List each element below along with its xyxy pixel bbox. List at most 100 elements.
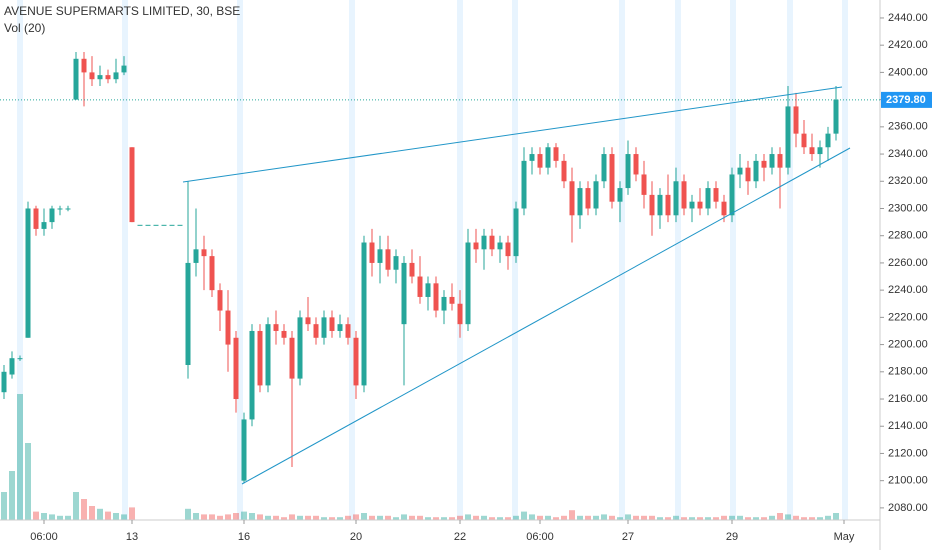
candle-body bbox=[465, 242, 471, 325]
candle-body bbox=[33, 208, 39, 229]
y-tick-label: 2080.00 bbox=[888, 502, 928, 514]
candle-body bbox=[185, 262, 191, 365]
y-tick-label: 2360.00 bbox=[888, 121, 928, 133]
candle-body bbox=[825, 133, 831, 148]
volume-bar bbox=[825, 515, 831, 520]
candle-body bbox=[257, 330, 263, 386]
candle-body bbox=[665, 194, 671, 216]
candle-body bbox=[505, 242, 511, 257]
candle-body bbox=[313, 324, 319, 338]
last-price-box bbox=[881, 91, 932, 108]
candle-body bbox=[785, 106, 791, 168]
candle-body bbox=[369, 242, 375, 263]
candle-body bbox=[65, 208, 71, 210]
volume-bar bbox=[1, 492, 7, 520]
volume-bar bbox=[449, 517, 455, 520]
volume-bar bbox=[585, 515, 591, 520]
volume-bar bbox=[713, 517, 719, 520]
candle-body bbox=[601, 154, 607, 182]
x-tick-label: 13 bbox=[126, 531, 138, 543]
volume-bar bbox=[289, 514, 295, 520]
y-tick-label: 2200.00 bbox=[888, 338, 928, 350]
volume-bar bbox=[777, 513, 783, 520]
candle-body bbox=[129, 147, 135, 223]
y-tick-label: 2300.00 bbox=[888, 202, 928, 214]
volume-bar bbox=[57, 515, 63, 520]
volume-bar bbox=[673, 515, 679, 520]
candle-body bbox=[225, 310, 231, 345]
y-tick-label: 2400.00 bbox=[888, 66, 928, 78]
volume-bar bbox=[681, 517, 687, 520]
volume-bar bbox=[705, 517, 711, 520]
candle-body bbox=[729, 174, 735, 216]
volume-bar bbox=[617, 517, 623, 520]
volume-bar bbox=[497, 517, 503, 520]
volume-bar bbox=[817, 517, 823, 520]
volume-bar bbox=[577, 515, 583, 520]
candle-body bbox=[145, 224, 151, 226]
candle-body bbox=[137, 224, 143, 226]
volume-bar bbox=[201, 514, 207, 520]
candle-body bbox=[441, 296, 447, 311]
candle-body bbox=[241, 419, 247, 481]
candle-body bbox=[361, 242, 367, 386]
candle-body bbox=[817, 147, 823, 155]
volume-bar bbox=[833, 513, 839, 520]
volume-bar bbox=[225, 514, 231, 520]
y-tick-label: 2140.00 bbox=[888, 420, 928, 432]
candle-body bbox=[713, 188, 719, 202]
volume-bar bbox=[569, 510, 575, 520]
candle-body bbox=[169, 224, 175, 226]
volume-bar bbox=[529, 514, 535, 520]
volume-bar bbox=[561, 515, 567, 520]
candle-body bbox=[89, 72, 95, 80]
volume-bar bbox=[465, 514, 471, 520]
volume-bar bbox=[657, 517, 663, 520]
candle-body bbox=[561, 160, 567, 182]
candle-body bbox=[305, 317, 311, 325]
candle-body bbox=[329, 317, 335, 331]
volume-bar bbox=[665, 517, 671, 520]
candle-body bbox=[17, 358, 23, 360]
candle-body bbox=[401, 262, 407, 325]
volume-bar bbox=[49, 514, 55, 520]
volume-bar bbox=[737, 515, 743, 520]
volume-bar bbox=[25, 443, 31, 520]
candle-body bbox=[57, 208, 63, 210]
candle-body bbox=[473, 242, 479, 250]
candle-body bbox=[481, 235, 487, 250]
volume-bar bbox=[297, 515, 303, 520]
y-tick-label: 2180.00 bbox=[888, 366, 928, 378]
candle-body bbox=[545, 147, 551, 168]
candle-body bbox=[489, 235, 495, 250]
candle-body bbox=[617, 188, 623, 202]
volume-bar bbox=[593, 515, 599, 520]
candle-body bbox=[737, 167, 743, 175]
candle-body bbox=[553, 147, 559, 161]
volume-bar bbox=[233, 513, 239, 520]
candle-body bbox=[49, 208, 55, 223]
volume-bar bbox=[73, 492, 79, 520]
trend-line-upper bbox=[182, 86, 843, 183]
volume-bar bbox=[89, 506, 95, 520]
volume-bar bbox=[377, 515, 383, 520]
y-tick-label: 2340.00 bbox=[888, 148, 928, 160]
candle-body bbox=[537, 154, 543, 168]
candle-body bbox=[73, 58, 79, 100]
volume-bar bbox=[241, 511, 247, 520]
candle-body bbox=[41, 222, 47, 229]
volume-bar bbox=[729, 515, 735, 520]
volume-bar bbox=[625, 514, 631, 520]
candle-body bbox=[201, 249, 207, 257]
candle-body bbox=[633, 154, 639, 175]
y-tick-label: 2220.00 bbox=[888, 311, 928, 323]
candle-body bbox=[193, 249, 199, 263]
y-tick-label: 2320.00 bbox=[888, 175, 928, 187]
volume-bar bbox=[361, 513, 367, 520]
candle-body bbox=[217, 290, 223, 311]
volume-bar bbox=[537, 515, 543, 520]
candle-body bbox=[385, 249, 391, 270]
candle-body bbox=[585, 188, 591, 209]
candle-body bbox=[209, 256, 215, 291]
volume-bar bbox=[193, 513, 199, 520]
